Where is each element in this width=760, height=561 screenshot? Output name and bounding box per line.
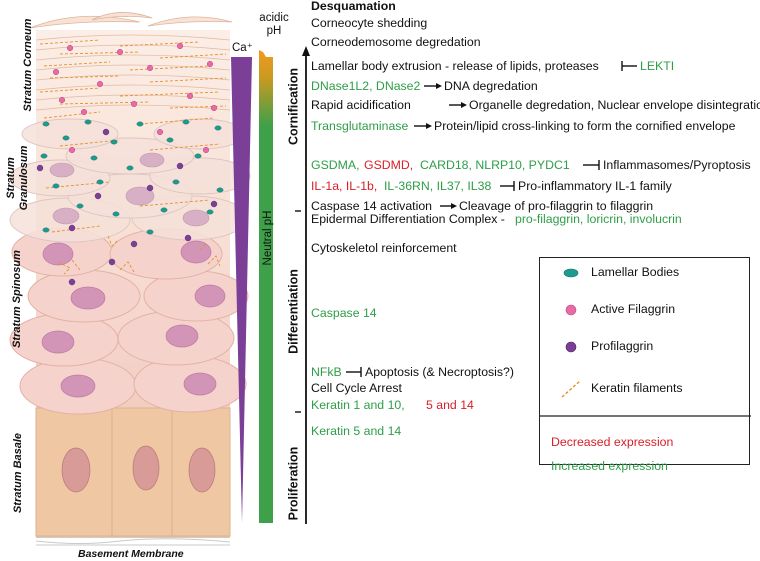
acidic-label-line2: pH <box>266 25 282 37</box>
gsdmd-gene: GSDMD, <box>364 158 414 172</box>
legend-lamellar-label: Lamellar Bodies <box>591 265 680 279</box>
edc-label: Epidermal Differentiation Complex - <box>311 212 505 226</box>
keratin-filaments <box>39 39 227 275</box>
profilaggrin-dots <box>36 128 218 286</box>
corneocyte-shedding: Corneocyte shedding <box>311 16 428 30</box>
pro-inflammatory-il1: Pro-inflammatory IL-1 family <box>518 179 672 193</box>
stage-proliferation: Proliferation <box>286 446 301 521</box>
label-stratum-corneum: Stratum Corneum <box>22 18 34 112</box>
legend-increased-label: Increased expression <box>551 459 668 473</box>
stage-arrow-head <box>302 46 310 56</box>
basale-nuclei <box>61 445 216 493</box>
label-stratum-spinosum: Stratum Spinosum <box>11 250 23 348</box>
legend-filaggrin-label: Active Filaggrin <box>591 302 676 316</box>
legend-symbols <box>540 268 751 417</box>
il36-il37-il38-genes: IL-36RN, IL37, IL38 <box>384 179 492 193</box>
corneodesmosome-degradation: Corneodemosome degredation <box>311 35 481 49</box>
keratin-5-14-increased: Keratin 5 and 14 <box>311 424 402 438</box>
nfkb-gene: NFkB <box>311 365 342 379</box>
acidic-ph-label: acidic pH <box>254 12 294 38</box>
label-stratum-granulosum: Stratum Granulosum <box>5 138 33 218</box>
calcium-gradient <box>231 57 252 523</box>
granulosum-nuclei <box>49 152 210 227</box>
desquamation-heading: Desquamation <box>311 0 396 13</box>
stage-cornification: Cornification <box>286 67 301 146</box>
dna-degradation: DNA degredation <box>444 79 538 93</box>
dnase-genes: DNase1L2, DNase2 <box>311 79 421 93</box>
legend-box: Lamellar Bodies Active Filaggrin Profila… <box>539 257 751 473</box>
card18-nlrp10-pydc1-genes: CARD18, NLRP10, PYDC1 <box>420 158 570 172</box>
profilaggrin-cleavage: Cleavage of pro-filaggrin to filaggrin <box>459 199 654 213</box>
legend-decreased-label: Decreased expression <box>551 435 674 449</box>
calcium-label: Ca⁺ <box>232 42 253 54</box>
transglutaminase-gene: Transglutaminase <box>311 119 409 133</box>
neutral-ph-label: Neutral pH <box>262 210 274 266</box>
caspase14-gene: Caspase 14 <box>311 306 377 320</box>
lamellar-bodies <box>40 119 224 235</box>
keratin-1-10: Keratin 1 and 10, <box>311 398 405 412</box>
legend-filaggrin-symbol <box>565 304 577 316</box>
edc-genes: pro-filaggrin, loricrin, involucrin <box>515 212 682 226</box>
cell-cycle-arrest: Cell Cycle Arrest <box>311 381 402 395</box>
keratin-5-14-decreased: 5 and 14 <box>426 398 474 412</box>
ph-gradient <box>259 50 273 523</box>
cytoskeletol-reinforcement: Cytoskeletol reinforcement <box>311 241 457 255</box>
legend-keratin-symbol <box>561 380 581 398</box>
rapid-acidification: Rapid acidification <box>311 98 411 112</box>
legend-profilaggrin-symbol <box>565 341 577 353</box>
annotation-connectors <box>346 61 637 377</box>
il1a-il1b-genes: IL-1a, IL-1b, <box>311 179 378 193</box>
protein-lipid-crosslinking: Protein/lipid cross-linking to form the … <box>434 119 736 133</box>
label-stratum-basale: Stratum Basale <box>12 432 24 514</box>
lekti-gene: LEKTI <box>640 59 675 73</box>
gsdma-gene: GSDMA, <box>311 158 360 172</box>
organelle-degradation: Organelle degredation, Nuclear envelope … <box>469 98 760 112</box>
caspase14-activation: Caspase 14 activation <box>311 199 432 213</box>
legend-lamellar-symbol <box>563 268 579 278</box>
label-granulosum-line2: Granulosum <box>18 145 30 211</box>
inflammasomes-pyroptosis: Inflammasomes/Pyroptosis <box>603 158 751 172</box>
label-basement-membrane: Basement Membrane <box>78 548 184 560</box>
legend-keratin-label: Keratin filaments <box>591 381 683 395</box>
stage-differentiation: Differentiation <box>286 269 301 354</box>
filaggrin-dots <box>52 42 218 154</box>
lamellar-extrusion: Lamellar body extrusion - release of lip… <box>311 59 599 73</box>
shedding-corneocytes <box>29 12 233 29</box>
basement-membrane <box>35 536 231 546</box>
acidic-label-line1: acidic <box>259 12 289 24</box>
apoptosis-necroptosis: Apoptosis (& Necroptosis?) <box>365 365 514 379</box>
label-granulosum-line1: Stratum <box>5 157 17 199</box>
spinosum-nuclei <box>41 240 226 398</box>
legend-profilaggrin-label: Profilaggrin <box>591 339 654 353</box>
